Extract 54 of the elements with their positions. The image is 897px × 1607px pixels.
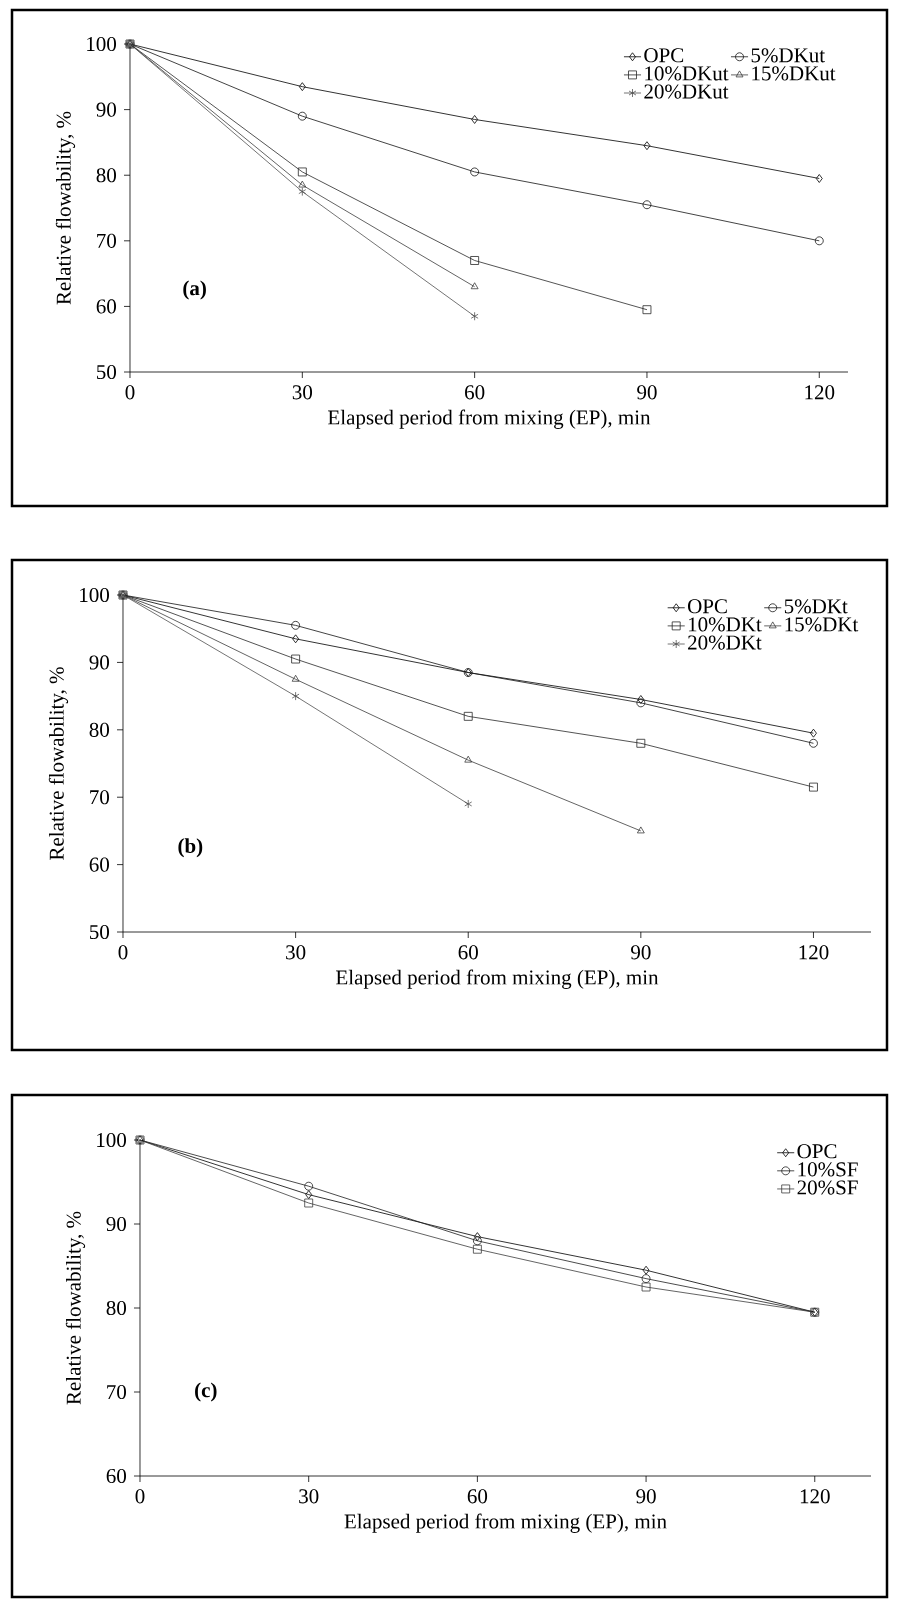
x-tick-label: 30 bbox=[286, 945, 306, 960]
y-tick-label: 70 bbox=[107, 1384, 127, 1400]
y-tick-label: 50 bbox=[97, 364, 117, 380]
y-tick-label: 100 bbox=[87, 36, 117, 52]
x-tick-label: 120 bbox=[800, 1489, 830, 1504]
x-tick-label: 60 bbox=[467, 1489, 488, 1504]
legend-label: 15%DKt bbox=[785, 617, 859, 632]
x-tick-label: 0 bbox=[125, 385, 135, 400]
x-tick-label: 90 bbox=[636, 1489, 656, 1504]
x-tick-label: 30 bbox=[299, 1489, 319, 1504]
annotation: (c) bbox=[195, 1382, 217, 1402]
x-tick-label: 0 bbox=[118, 945, 128, 960]
y-tick-label: 60 bbox=[96, 299, 117, 314]
y-tick-label: 100 bbox=[97, 1132, 127, 1148]
y-tick-label: 60 bbox=[106, 1468, 127, 1484]
x-tick-label: 90 bbox=[637, 385, 657, 400]
y-tick-label: 100 bbox=[80, 587, 110, 603]
y-tick-label: 70 bbox=[90, 790, 110, 805]
annotation: (a) bbox=[183, 280, 206, 300]
y-tick-label: 90 bbox=[96, 102, 117, 117]
x-axis-title: Elapsed period from mixing (EP), min bbox=[328, 409, 651, 429]
x-tick-label: 120 bbox=[805, 385, 835, 400]
legend-label: 15%DKut bbox=[752, 66, 836, 81]
y-tick-label: 80 bbox=[106, 1300, 127, 1316]
legend-label: 10%DKut bbox=[645, 66, 729, 81]
legend-label: 10%DKt bbox=[688, 617, 762, 632]
legend-label: 20%DKt bbox=[688, 635, 762, 650]
legend-label: 20%SF bbox=[797, 1180, 858, 1195]
y-axis-title: Relative flowability, % bbox=[65, 1211, 86, 1405]
x-tick-label: 60 bbox=[465, 385, 485, 400]
legend-label: 20%DKut bbox=[644, 84, 729, 99]
legend-label: 5%DKt bbox=[784, 599, 848, 614]
x-tick-label: 90 bbox=[631, 945, 651, 960]
y-tick-label: 90 bbox=[106, 1216, 127, 1232]
x-tick-label: 0 bbox=[135, 1489, 145, 1504]
legend-label: OPC bbox=[687, 599, 727, 614]
x-axis-title: Elapsed period from mixing (EP), min bbox=[336, 969, 659, 989]
y-tick-label: 70 bbox=[97, 233, 117, 248]
y-tick-label: 80 bbox=[96, 168, 117, 183]
legend-label: 5%DKut bbox=[751, 48, 825, 63]
y-axis-title: Relative flowability, % bbox=[48, 667, 69, 860]
x-axis-title: Elapsed period from mixing (EP), min bbox=[344, 1513, 667, 1533]
legend-label: 10%SF bbox=[798, 1162, 858, 1177]
y-tick-label: 90 bbox=[89, 655, 110, 670]
y-tick-label: 80 bbox=[89, 722, 110, 737]
y-tick-label: 50 bbox=[90, 924, 110, 940]
legend-label: OPC bbox=[797, 1144, 837, 1159]
x-tick-label: 30 bbox=[292, 385, 313, 400]
y-axis-title: Relative flowability, % bbox=[55, 111, 76, 305]
annotation: (b) bbox=[178, 838, 203, 858]
x-tick-label: 60 bbox=[458, 945, 478, 960]
legend-label: OPC bbox=[644, 48, 684, 63]
y-tick-label: 60 bbox=[89, 857, 110, 872]
x-tick-label: 120 bbox=[799, 945, 829, 960]
